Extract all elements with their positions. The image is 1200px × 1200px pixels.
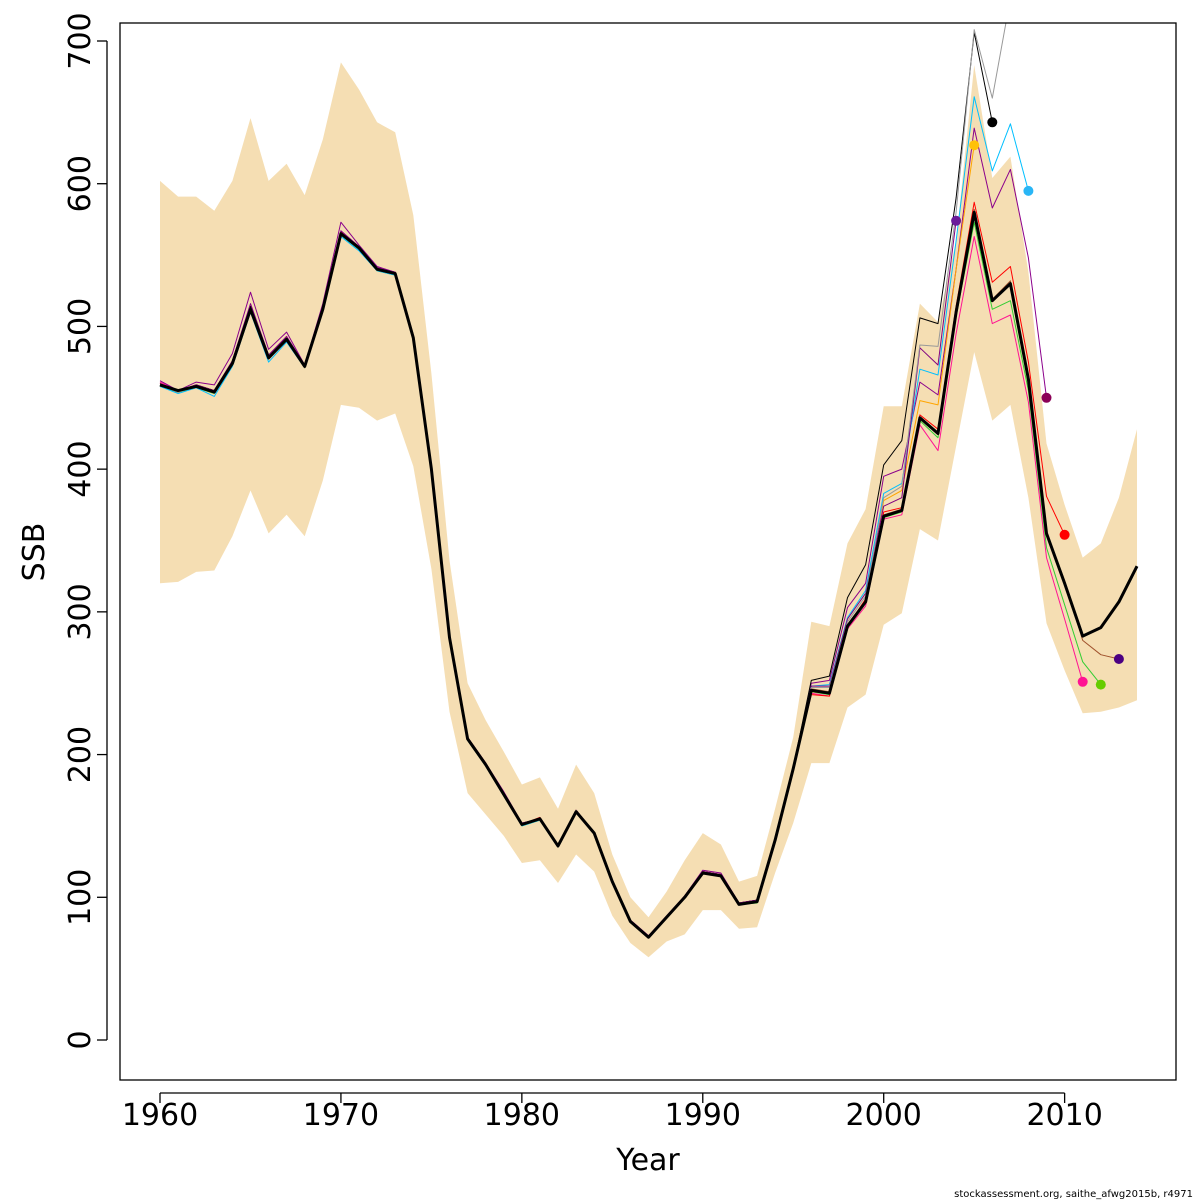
y-tick-label: 500 — [63, 298, 98, 355]
confidence-band-layer — [160, 62, 1137, 958]
y-tick-label: 600 — [63, 155, 98, 212]
y-tick-label: 0 — [63, 1030, 98, 1049]
y-tick-label: 400 — [63, 440, 98, 497]
end-marker-layer — [951, 117, 1124, 690]
x-tick-label: 1990 — [665, 1098, 741, 1133]
y-axis-title: SSB — [17, 523, 52, 582]
series-end-marker-7 — [1023, 185, 1034, 196]
x-tick-label: 1970 — [303, 1098, 379, 1133]
y-tick-label: 700 — [63, 12, 98, 69]
axes: 1960 1970 1980 1990 2000 2010 0 100 200 300 400 500… — [63, 12, 1103, 1133]
series-end-marker-5 — [1059, 529, 1070, 540]
y-tick-label: 200 — [63, 726, 98, 783]
confidence-band — [160, 62, 1137, 958]
series-line-1 — [159, 210, 1139, 939]
x-axis-title: Year — [615, 1143, 680, 1178]
series-end-marker-3 — [1095, 679, 1106, 690]
series-end-marker-2 — [1113, 654, 1124, 664]
series-end-marker-4 — [1077, 676, 1088, 687]
y-tick-label: 100 — [63, 869, 98, 926]
x-tick-label: 2000 — [846, 1098, 922, 1133]
x-tick-label: 1960 — [122, 1098, 198, 1133]
series-layer — [159, 23, 1139, 939]
series-end-marker-10 — [951, 215, 962, 226]
x-tick-label: 2010 — [1026, 1098, 1102, 1133]
y-tick-label: 300 — [63, 583, 98, 640]
series-end-marker-8 — [987, 117, 998, 128]
plot-frame — [119, 22, 1177, 1081]
series-end-marker-9 — [969, 140, 980, 151]
series-end-marker-6 — [1041, 392, 1052, 403]
x-tick-label: 1980 — [484, 1098, 560, 1133]
credit-text: stockassessment.org, saithe_afwg2015b, r… — [954, 1189, 1193, 1200]
